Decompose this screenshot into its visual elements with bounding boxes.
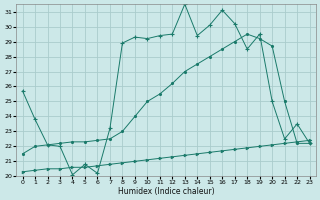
X-axis label: Humidex (Indice chaleur): Humidex (Indice chaleur) xyxy=(118,187,214,196)
